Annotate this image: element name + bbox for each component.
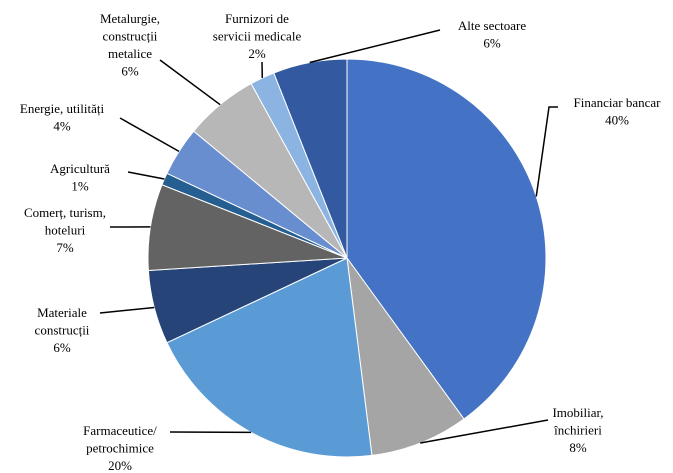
label-line: Alte sectoare	[458, 18, 526, 33]
leader-line	[535, 106, 558, 197]
slice-label: Energie, utilități	[20, 101, 105, 116]
slice-label: Agricultură	[50, 161, 110, 176]
label-line: Imobiliar,	[552, 405, 603, 420]
label-line: Materiale	[37, 305, 87, 320]
slice-label: Furnizori de servicii medicale	[213, 11, 302, 44]
slice-label: Alte sectoare	[458, 18, 526, 33]
leader-line	[119, 117, 180, 153]
pie-slice	[346, 257, 465, 456]
label-line: metalice	[108, 46, 152, 61]
label-line: Furnizori de	[225, 11, 289, 26]
slice-label: Farmaceutice/petrochimice	[83, 423, 157, 456]
label-line: închirieri	[553, 422, 602, 437]
value-label: 1%	[71, 178, 89, 193]
slice-label: Comerț, turism, hoteluri	[24, 205, 106, 238]
value-label: 2%	[248, 46, 266, 61]
leader-line	[159, 59, 221, 106]
label-line: hoteluri	[45, 222, 86, 237]
leader-line	[309, 29, 441, 64]
label-line: construcții	[103, 28, 158, 43]
slice-label: Materiale construcții	[35, 305, 90, 338]
leader-line	[99, 306, 155, 314]
label-line: construcții	[35, 322, 90, 337]
label-line: Comerț, turism,	[24, 205, 106, 220]
value-label: 6%	[121, 63, 139, 78]
value-label: 20%	[108, 458, 132, 473]
label-line: Farmaceutice/	[83, 423, 157, 438]
value-label: 8%	[569, 440, 587, 455]
leader-line	[420, 419, 549, 444]
label-line: Agricultură	[50, 161, 110, 176]
value-label: 6%	[53, 340, 71, 355]
slice-label: Financiar bancar	[574, 95, 662, 110]
pie-slice	[273, 58, 348, 259]
slice-label: Imobiliar, închirieri	[552, 405, 603, 438]
value-label: 4%	[53, 118, 71, 133]
slice-label: Metalurgie, construcții metalice	[100, 11, 160, 61]
value-label: 7%	[56, 240, 74, 255]
label-line: Energie, utilități	[20, 101, 105, 116]
pie-slice	[346, 58, 547, 420]
label-line: servicii medicale	[213, 28, 302, 43]
value-label: 40%	[605, 112, 629, 127]
label-line: Financiar bancar	[574, 95, 662, 110]
pie	[147, 58, 547, 458]
value-label: 6%	[483, 35, 501, 50]
label-line: Metalurgie,	[100, 11, 160, 26]
leader-line	[127, 171, 165, 180]
label-line: petrochimice	[86, 440, 154, 455]
